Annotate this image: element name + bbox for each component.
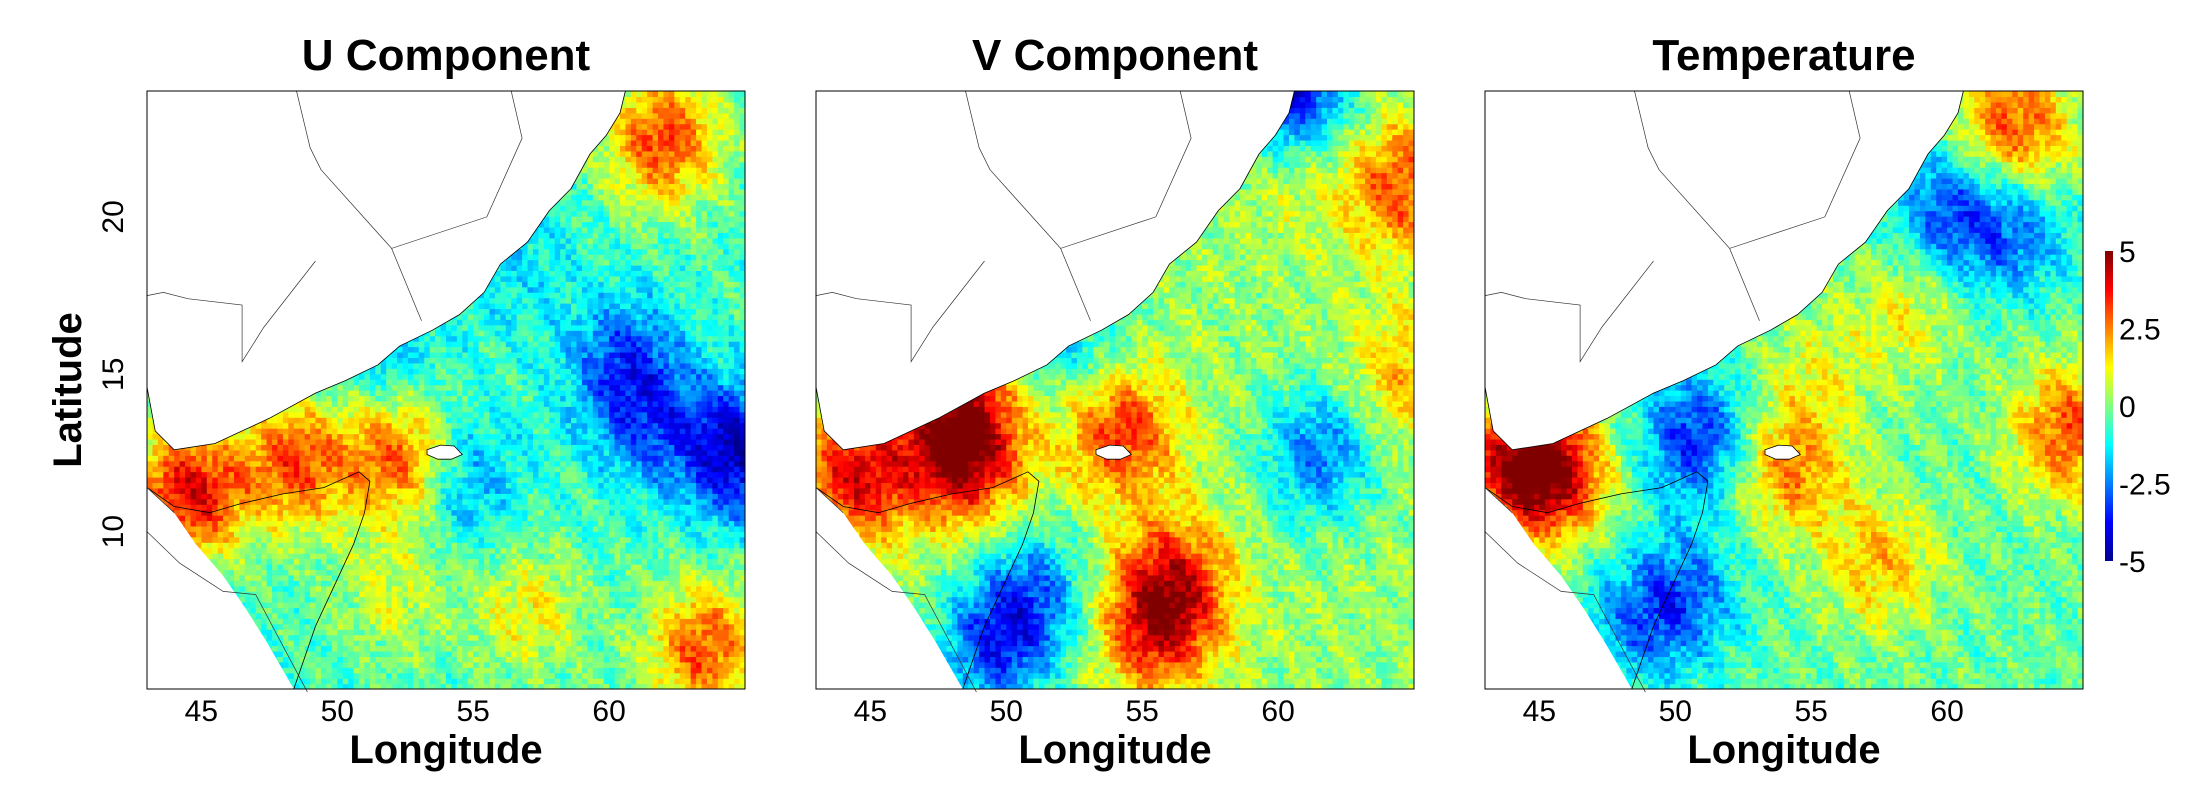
- socotra-island: [1764, 444, 1801, 460]
- country-border: [815, 487, 844, 513]
- heat-field: [816, 91, 1414, 689]
- x-tick-label: 50: [321, 695, 354, 728]
- country-border: [1484, 531, 1646, 693]
- plot-frame: [815, 90, 1415, 690]
- country-border: [965, 90, 1192, 249]
- x-tick-label: 45: [185, 695, 218, 728]
- socotra-island: [1095, 444, 1132, 460]
- panel-title: Temperature: [1652, 31, 1915, 80]
- panel-title: V Component: [972, 31, 1258, 80]
- colorbar-tick-label: 5: [2119, 236, 2136, 269]
- country-border: [1484, 260, 1654, 363]
- colorbar-gradient: [2105, 251, 2113, 561]
- plot-frame: [146, 90, 746, 690]
- colorbar-tick-label: 2.5: [2119, 314, 2161, 347]
- y-tick-label: 15: [97, 358, 130, 391]
- country-border: [391, 248, 422, 321]
- x-tick-label: 50: [1659, 695, 1692, 728]
- y-tick-label: 20: [97, 200, 130, 233]
- country-border: [815, 531, 977, 693]
- colorbar-tick-label: -2.5: [2119, 469, 2171, 502]
- x-axis-label: Longitude: [1687, 728, 1880, 772]
- panel-3: Temperature 45 50 55 60 Longitude: [1484, 31, 2084, 772]
- x-tick-label: 55: [1794, 695, 1827, 728]
- colorbar-tick-label: 0: [2119, 391, 2136, 424]
- panel-2: V Component 45 50 55 60 Longitude: [815, 31, 1415, 772]
- x-tick-label: 60: [1261, 695, 1294, 728]
- somali-coastline: [146, 471, 371, 690]
- y-axis-label: Latitude: [46, 312, 90, 468]
- panel-title: U Component: [302, 31, 591, 80]
- panel-1: U Component 45 50 55 60 Longitude 10 15 20 Latitu…: [46, 31, 746, 772]
- arabian-coastline: [146, 90, 626, 451]
- country-border: [1060, 248, 1091, 321]
- x-tick-label: 55: [1125, 695, 1158, 728]
- x-tick-label: 60: [1930, 695, 1963, 728]
- x-tick-label: 55: [456, 695, 489, 728]
- colorbar-tick-label: -5: [2119, 546, 2146, 579]
- arabian-coastline: [1484, 90, 1964, 451]
- heat-field: [1485, 91, 2083, 689]
- x-axis-label: Longitude: [349, 728, 542, 772]
- x-tick-label: 50: [990, 695, 1023, 728]
- colorbar: 5 2.5 0 -2.5 -5: [2105, 236, 2171, 579]
- x-tick-label: 45: [1523, 695, 1556, 728]
- x-axis-label: Longitude: [1018, 728, 1211, 772]
- country-border: [1634, 90, 1861, 249]
- x-tick-label: 45: [854, 695, 887, 728]
- somali-coastline: [815, 471, 1040, 690]
- country-border: [296, 90, 523, 249]
- arabian-coastline: [815, 90, 1295, 451]
- heat-field: [147, 91, 745, 689]
- y-tick-label: 10: [97, 515, 130, 548]
- somali-coastline: [1484, 471, 1709, 690]
- country-border: [815, 260, 985, 363]
- socotra-island: [426, 444, 463, 460]
- country-border: [1484, 487, 1513, 513]
- country-border: [146, 260, 316, 363]
- country-border: [1729, 248, 1760, 321]
- x-tick-label: 60: [592, 695, 625, 728]
- country-border: [146, 487, 175, 513]
- country-border: [146, 531, 308, 693]
- plot-frame: [1484, 90, 2084, 690]
